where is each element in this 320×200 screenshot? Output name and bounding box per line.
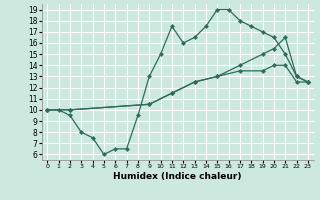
- X-axis label: Humidex (Indice chaleur): Humidex (Indice chaleur): [113, 172, 242, 181]
